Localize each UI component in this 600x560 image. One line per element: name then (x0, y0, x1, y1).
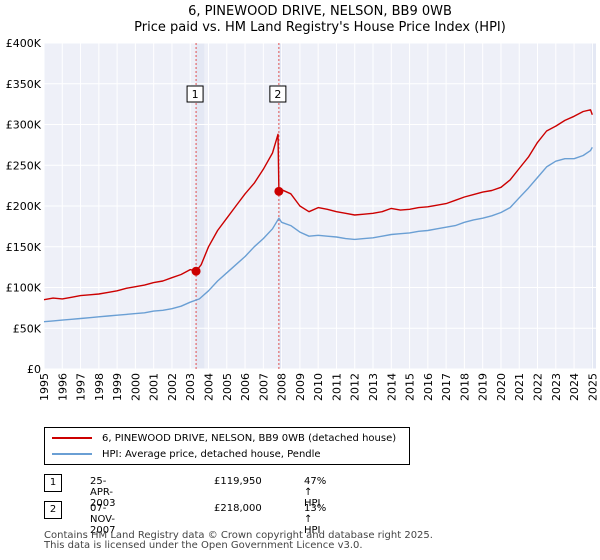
sale-date: 07-NOV-2007 (90, 503, 116, 536)
x-tick-label: 2009 (294, 373, 307, 401)
legend-label-property: 6, PINEWOOD DRIVE, NELSON, BB9 0WB (deta… (102, 432, 397, 444)
x-tick-label: 2021 (513, 373, 526, 401)
x-tick-label: 1996 (56, 373, 69, 401)
x-tick-label: 2005 (221, 373, 234, 401)
y-tick-label: £350K (6, 78, 42, 91)
footer-licence: This data is licensed under the Open Gov… (44, 540, 363, 551)
x-tick-label: 2020 (495, 373, 508, 401)
x-tick-label: 2012 (349, 373, 362, 401)
sale-price: £119,950 (214, 476, 262, 487)
annotation-box (269, 85, 287, 103)
x-tick-label: 2004 (203, 373, 216, 401)
annotation-box (186, 85, 204, 103)
legend-swatch-hpi (52, 453, 92, 455)
x-tick-label: 1995 (38, 373, 51, 401)
chart-title: 6, PINEWOOD DRIVE, NELSON, BB9 0WB (188, 4, 452, 19)
x-tick-label: 2014 (385, 373, 398, 401)
sale-hpi-change: 47% ↑ HPI (304, 476, 327, 509)
y-tick-label: £100K (6, 282, 42, 295)
x-tick-label: 2024 (568, 373, 581, 401)
footer: Contains HM Land Registry data © Crown c… (44, 531, 433, 551)
y-tick-label: £200K (6, 200, 42, 213)
chart-subtitle: Price paid vs. HM Land Registry's House … (134, 20, 506, 35)
legend: 6, PINEWOOD DRIVE, NELSON, BB9 0WB (deta… (44, 427, 410, 465)
y-tick-label: £0 (27, 363, 41, 376)
x-tick-label: 2008 (276, 373, 289, 401)
sale-number-badge: 2 (44, 501, 62, 519)
property-series-line (43, 109, 593, 301)
x-tick-label: 2007 (257, 373, 270, 401)
x-tick-label: 2003 (184, 373, 197, 401)
annotation-label: 1 (192, 88, 199, 101)
y-tick-label: £150K (6, 241, 42, 254)
x-tick-label: 1999 (111, 373, 124, 401)
legend-item-hpi: HPI: Average price, detached house, Pend… (45, 446, 321, 462)
x-tick-label: 2002 (166, 373, 179, 401)
sale-hpi-change: 13% ↑ HPI (304, 503, 327, 536)
y-tick-label: £300K (6, 119, 42, 132)
price-chart: 6, PINEWOOD DRIVE, NELSON, BB9 0WB Price… (6, 4, 600, 401)
x-tick-label: 2013 (367, 373, 380, 401)
legend-swatch-property (52, 437, 92, 439)
x-tick-label: 2022 (532, 373, 545, 401)
x-tick-label: 2015 (404, 373, 417, 401)
x-tick-label: 2016 (422, 373, 435, 401)
x-tick-label: 2001 (148, 373, 161, 401)
hpi-series-line (43, 146, 593, 323)
annotation-label: 2 (274, 88, 281, 101)
sale-1-point (191, 266, 201, 276)
x-tick-label: 2023 (550, 373, 563, 401)
footer-copyright: Contains HM Land Registry data © Crown c… (44, 530, 433, 541)
x-tick-label: 2006 (239, 373, 252, 401)
x-tick-label: 2000 (129, 373, 142, 401)
y-tick-label: £50K (13, 322, 42, 335)
sale-number-badge: 1 (44, 474, 62, 492)
sale-2-point (274, 186, 284, 196)
sale-1-label-box: 1 (186, 85, 204, 103)
sale-date: 25-APR-2003 (90, 476, 116, 509)
y-tick-label: £400K (6, 37, 42, 50)
x-tick-label: 2018 (458, 373, 471, 401)
sale-price: £218,000 (214, 503, 262, 514)
y-tick-label: £250K (6, 159, 42, 172)
x-tick-label: 2019 (477, 373, 490, 401)
legend-label-hpi: HPI: Average price, detached house, Pend… (102, 448, 321, 460)
x-tick-label: 2017 (440, 373, 453, 401)
x-tick-label: 2010 (312, 373, 325, 401)
x-tick-label: 1998 (93, 373, 106, 401)
x-tick-label: 2011 (330, 373, 343, 401)
x-tick-label: 2025 (586, 373, 599, 401)
sale-2-label-box: 2 (269, 85, 287, 103)
x-tick-label: 1997 (75, 373, 88, 401)
legend-item-property: 6, PINEWOOD DRIVE, NELSON, BB9 0WB (deta… (45, 430, 396, 446)
